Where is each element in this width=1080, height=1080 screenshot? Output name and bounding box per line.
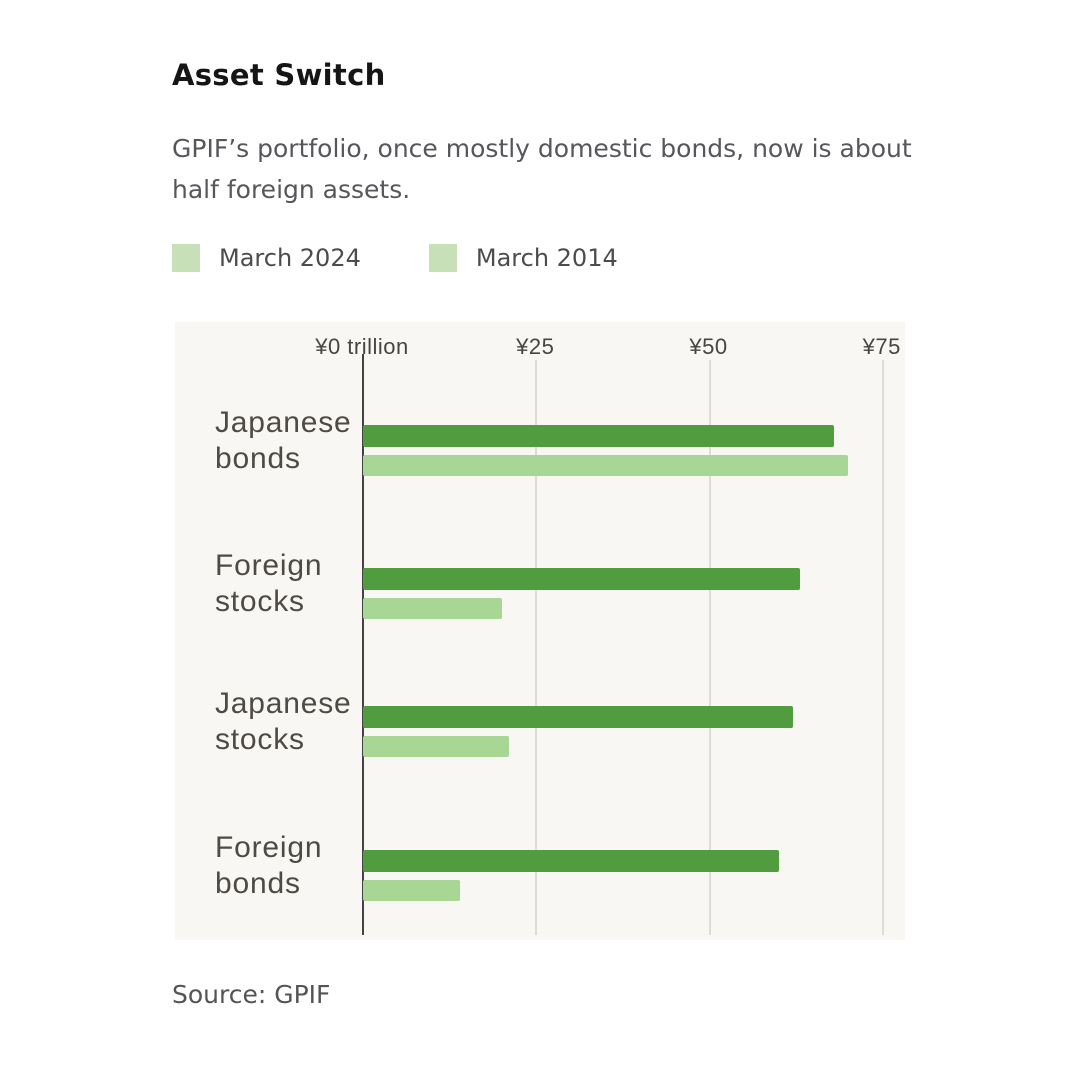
category-label: Foreign stocks bbox=[215, 549, 323, 618]
bar-march-2014-japanese-stocks bbox=[363, 736, 509, 757]
gridline bbox=[708, 360, 711, 935]
page-title: Asset Switch bbox=[172, 58, 386, 92]
bar-march-2024-foreign-stocks bbox=[363, 568, 800, 590]
category-label: Japanese bonds bbox=[215, 406, 352, 475]
gridline bbox=[881, 360, 884, 935]
y-axis-line bbox=[362, 354, 364, 935]
legend-item-march-2014: March 2014 bbox=[428, 244, 618, 272]
legend-swatch-icon bbox=[172, 244, 200, 272]
bar-march-2014-japanese-bonds bbox=[363, 455, 848, 476]
chart-panel: ¥0 trillion ¥25 ¥50 ¥75 Japanese bonds Foreign… bbox=[175, 322, 905, 940]
x-axis-tick-label: ¥25 bbox=[516, 334, 555, 359]
bar-march-2024-japanese-bonds bbox=[363, 425, 834, 447]
chart-legend: March 2024 March 2014 bbox=[172, 244, 618, 272]
category-row: Foreign stocks bbox=[175, 549, 905, 628]
category-row: Foreign bonds bbox=[175, 831, 905, 910]
legend-label: March 2014 bbox=[475, 244, 618, 272]
category-row: Japanese bonds bbox=[175, 406, 905, 485]
bar-march-2014-foreign-stocks bbox=[363, 598, 502, 619]
legend-label: March 2024 bbox=[219, 244, 361, 272]
legend-swatch-icon bbox=[428, 244, 457, 272]
bar-march-2024-japanese-stocks bbox=[363, 706, 793, 728]
x-axis-tick-label: ¥50 bbox=[689, 334, 728, 359]
x-axis-tick-label: ¥0 trillion bbox=[315, 334, 409, 359]
category-label: Foreign bonds bbox=[215, 831, 323, 900]
source-note: Source: GPIF bbox=[172, 980, 331, 1009]
gridline bbox=[535, 360, 538, 935]
bar-march-2014-foreign-bonds bbox=[363, 880, 460, 901]
legend-item-march-2024: March 2024 bbox=[172, 244, 361, 272]
category-label: Japanese stocks bbox=[215, 687, 352, 756]
bar-march-2024-foreign-bonds bbox=[363, 850, 779, 872]
chart-subtitle: GPIF’s portfolio, once mostly domestic b… bbox=[172, 134, 912, 204]
x-axis-tick-label: ¥75 bbox=[862, 334, 901, 359]
category-row: Japanese stocks bbox=[175, 687, 905, 766]
